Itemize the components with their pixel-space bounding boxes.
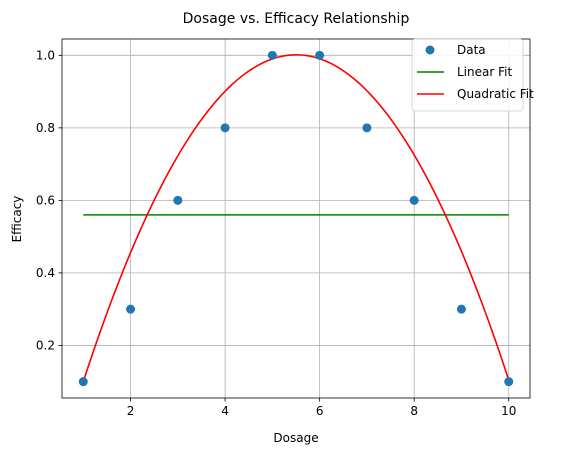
- legend: Data Linear Fit Quadratic Fit: [411, 38, 534, 112]
- series-layer: [78, 50, 514, 387]
- x-tick-label: 2: [127, 404, 135, 418]
- data-point: [362, 123, 372, 133]
- y-tick-label: 0.8: [36, 121, 55, 135]
- data-point: [220, 123, 230, 133]
- data-point: [173, 195, 183, 205]
- data-point: [504, 377, 514, 387]
- legend-label-linear-fit: Linear Fit: [457, 65, 512, 79]
- data-point: [456, 304, 466, 314]
- legend-marker-data: [425, 45, 435, 55]
- y-tick-label: 1.0: [36, 48, 55, 62]
- data-point: [409, 195, 419, 205]
- x-tick-label: 4: [221, 404, 229, 418]
- x-tick-label: 10: [501, 404, 516, 418]
- data-point: [126, 304, 136, 314]
- chart-title: Dosage vs. Efficacy Relationship: [183, 11, 410, 27]
- data-point: [78, 377, 88, 387]
- data-point: [267, 50, 277, 60]
- y-tick-label: 0.2: [36, 338, 55, 352]
- legend-box: [411, 38, 524, 112]
- data-point: [315, 50, 325, 60]
- quadratic-fit-curve: [82, 53, 510, 382]
- tick-layer: 2 4 6 8 10 0.2 0.4 0.6 0.8 1.0: [36, 48, 516, 418]
- x-axis-label: Dosage: [273, 431, 318, 445]
- legend-label-quadratic-fit: Quadratic Fit: [457, 87, 534, 101]
- x-tick-label: 6: [316, 404, 324, 418]
- y-tick-label: 0.4: [36, 266, 55, 280]
- plot-area-frame: [61, 38, 531, 399]
- y-axis-label: Efficacy: [10, 196, 24, 243]
- x-tick-label: 8: [410, 404, 418, 418]
- y-tick-label: 0.6: [36, 193, 55, 207]
- legend-label-data: Data: [457, 43, 486, 57]
